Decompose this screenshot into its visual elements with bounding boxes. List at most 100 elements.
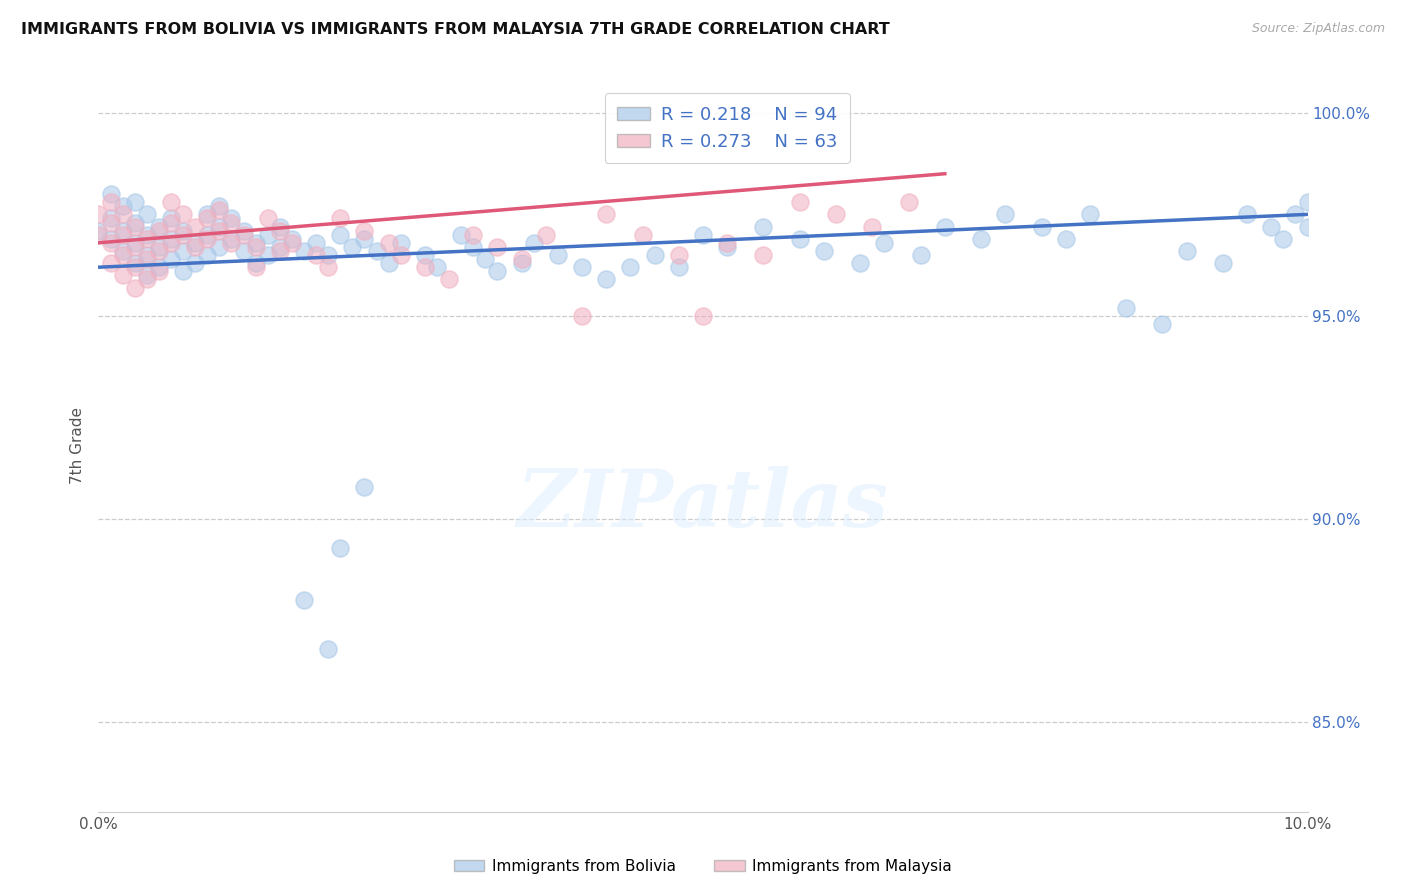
Text: ZIPatlas: ZIPatlas — [517, 466, 889, 543]
Point — [668, 260, 690, 275]
Point — [172, 227, 194, 242]
Point — [1212, 256, 1234, 270]
Point — [269, 244, 291, 258]
Point — [934, 219, 956, 234]
Point — [221, 235, 243, 250]
Point — [148, 240, 170, 254]
Point — [910, 248, 932, 262]
Point — [1152, 317, 1174, 331]
Point — [111, 268, 134, 283]
Point — [486, 264, 509, 278]
Point — [353, 224, 375, 238]
Point — [111, 224, 134, 238]
Point — [353, 480, 375, 494]
Point — [329, 227, 352, 242]
Point — [184, 219, 207, 234]
Point — [1115, 301, 1137, 315]
Point — [571, 309, 593, 323]
Point — [208, 224, 231, 238]
Point — [377, 256, 399, 270]
Point — [486, 240, 509, 254]
Point — [124, 215, 146, 229]
Point — [124, 256, 146, 270]
Point — [450, 227, 472, 242]
Point — [813, 244, 835, 258]
Point — [269, 240, 291, 254]
Point — [111, 248, 134, 262]
Point — [245, 240, 267, 254]
Point — [413, 248, 436, 262]
Point — [184, 256, 207, 270]
Point — [221, 232, 243, 246]
Point — [256, 211, 278, 226]
Point — [571, 260, 593, 275]
Point — [316, 260, 339, 275]
Point — [547, 248, 569, 262]
Point — [1078, 207, 1101, 221]
Point — [426, 260, 449, 275]
Point — [752, 219, 775, 234]
Point — [148, 260, 170, 275]
Point — [366, 244, 388, 258]
Point — [100, 256, 122, 270]
Point — [195, 207, 218, 221]
Point — [135, 252, 157, 266]
Point — [221, 215, 243, 229]
Point — [1296, 195, 1319, 210]
Legend: Immigrants from Bolivia, Immigrants from Malaysia: Immigrants from Bolivia, Immigrants from… — [447, 853, 959, 880]
Point — [232, 224, 254, 238]
Point — [789, 195, 811, 210]
Point — [329, 211, 352, 226]
Point — [413, 260, 436, 275]
Point — [353, 232, 375, 246]
Point — [195, 248, 218, 262]
Point — [245, 256, 267, 270]
Point — [172, 244, 194, 258]
Point — [160, 211, 183, 226]
Point — [1031, 219, 1053, 234]
Point — [87, 224, 110, 238]
Point — [329, 541, 352, 555]
Point — [148, 224, 170, 238]
Point — [148, 264, 170, 278]
Point — [342, 240, 364, 254]
Point — [111, 207, 134, 221]
Legend: R = 0.218    N = 94, R = 0.273    N = 63: R = 0.218 N = 94, R = 0.273 N = 63 — [605, 93, 849, 163]
Point — [292, 244, 315, 258]
Point — [100, 187, 122, 202]
Point — [316, 248, 339, 262]
Point — [221, 211, 243, 226]
Point — [1054, 232, 1077, 246]
Point — [281, 235, 304, 250]
Point — [124, 280, 146, 294]
Point — [644, 248, 666, 262]
Point — [619, 260, 641, 275]
Point — [160, 195, 183, 210]
Point — [124, 235, 146, 250]
Text: IMMIGRANTS FROM BOLIVIA VS IMMIGRANTS FROM MALAYSIA 7TH GRADE CORRELATION CHART: IMMIGRANTS FROM BOLIVIA VS IMMIGRANTS FR… — [21, 22, 890, 37]
Point — [111, 244, 134, 258]
Point — [510, 252, 533, 266]
Point — [208, 203, 231, 218]
Point — [245, 235, 267, 250]
Point — [437, 272, 460, 286]
Point — [897, 195, 920, 210]
Point — [510, 256, 533, 270]
Point — [135, 268, 157, 283]
Point — [256, 248, 278, 262]
Point — [716, 240, 738, 254]
Point — [195, 227, 218, 242]
Point — [256, 227, 278, 242]
Point — [245, 260, 267, 275]
Point — [1236, 207, 1258, 221]
Point — [692, 227, 714, 242]
Point — [789, 232, 811, 246]
Point — [160, 215, 183, 229]
Point — [292, 593, 315, 607]
Point — [111, 227, 134, 242]
Point — [994, 207, 1017, 221]
Point — [148, 219, 170, 234]
Point — [752, 248, 775, 262]
Point — [1296, 219, 1319, 234]
Point — [124, 240, 146, 254]
